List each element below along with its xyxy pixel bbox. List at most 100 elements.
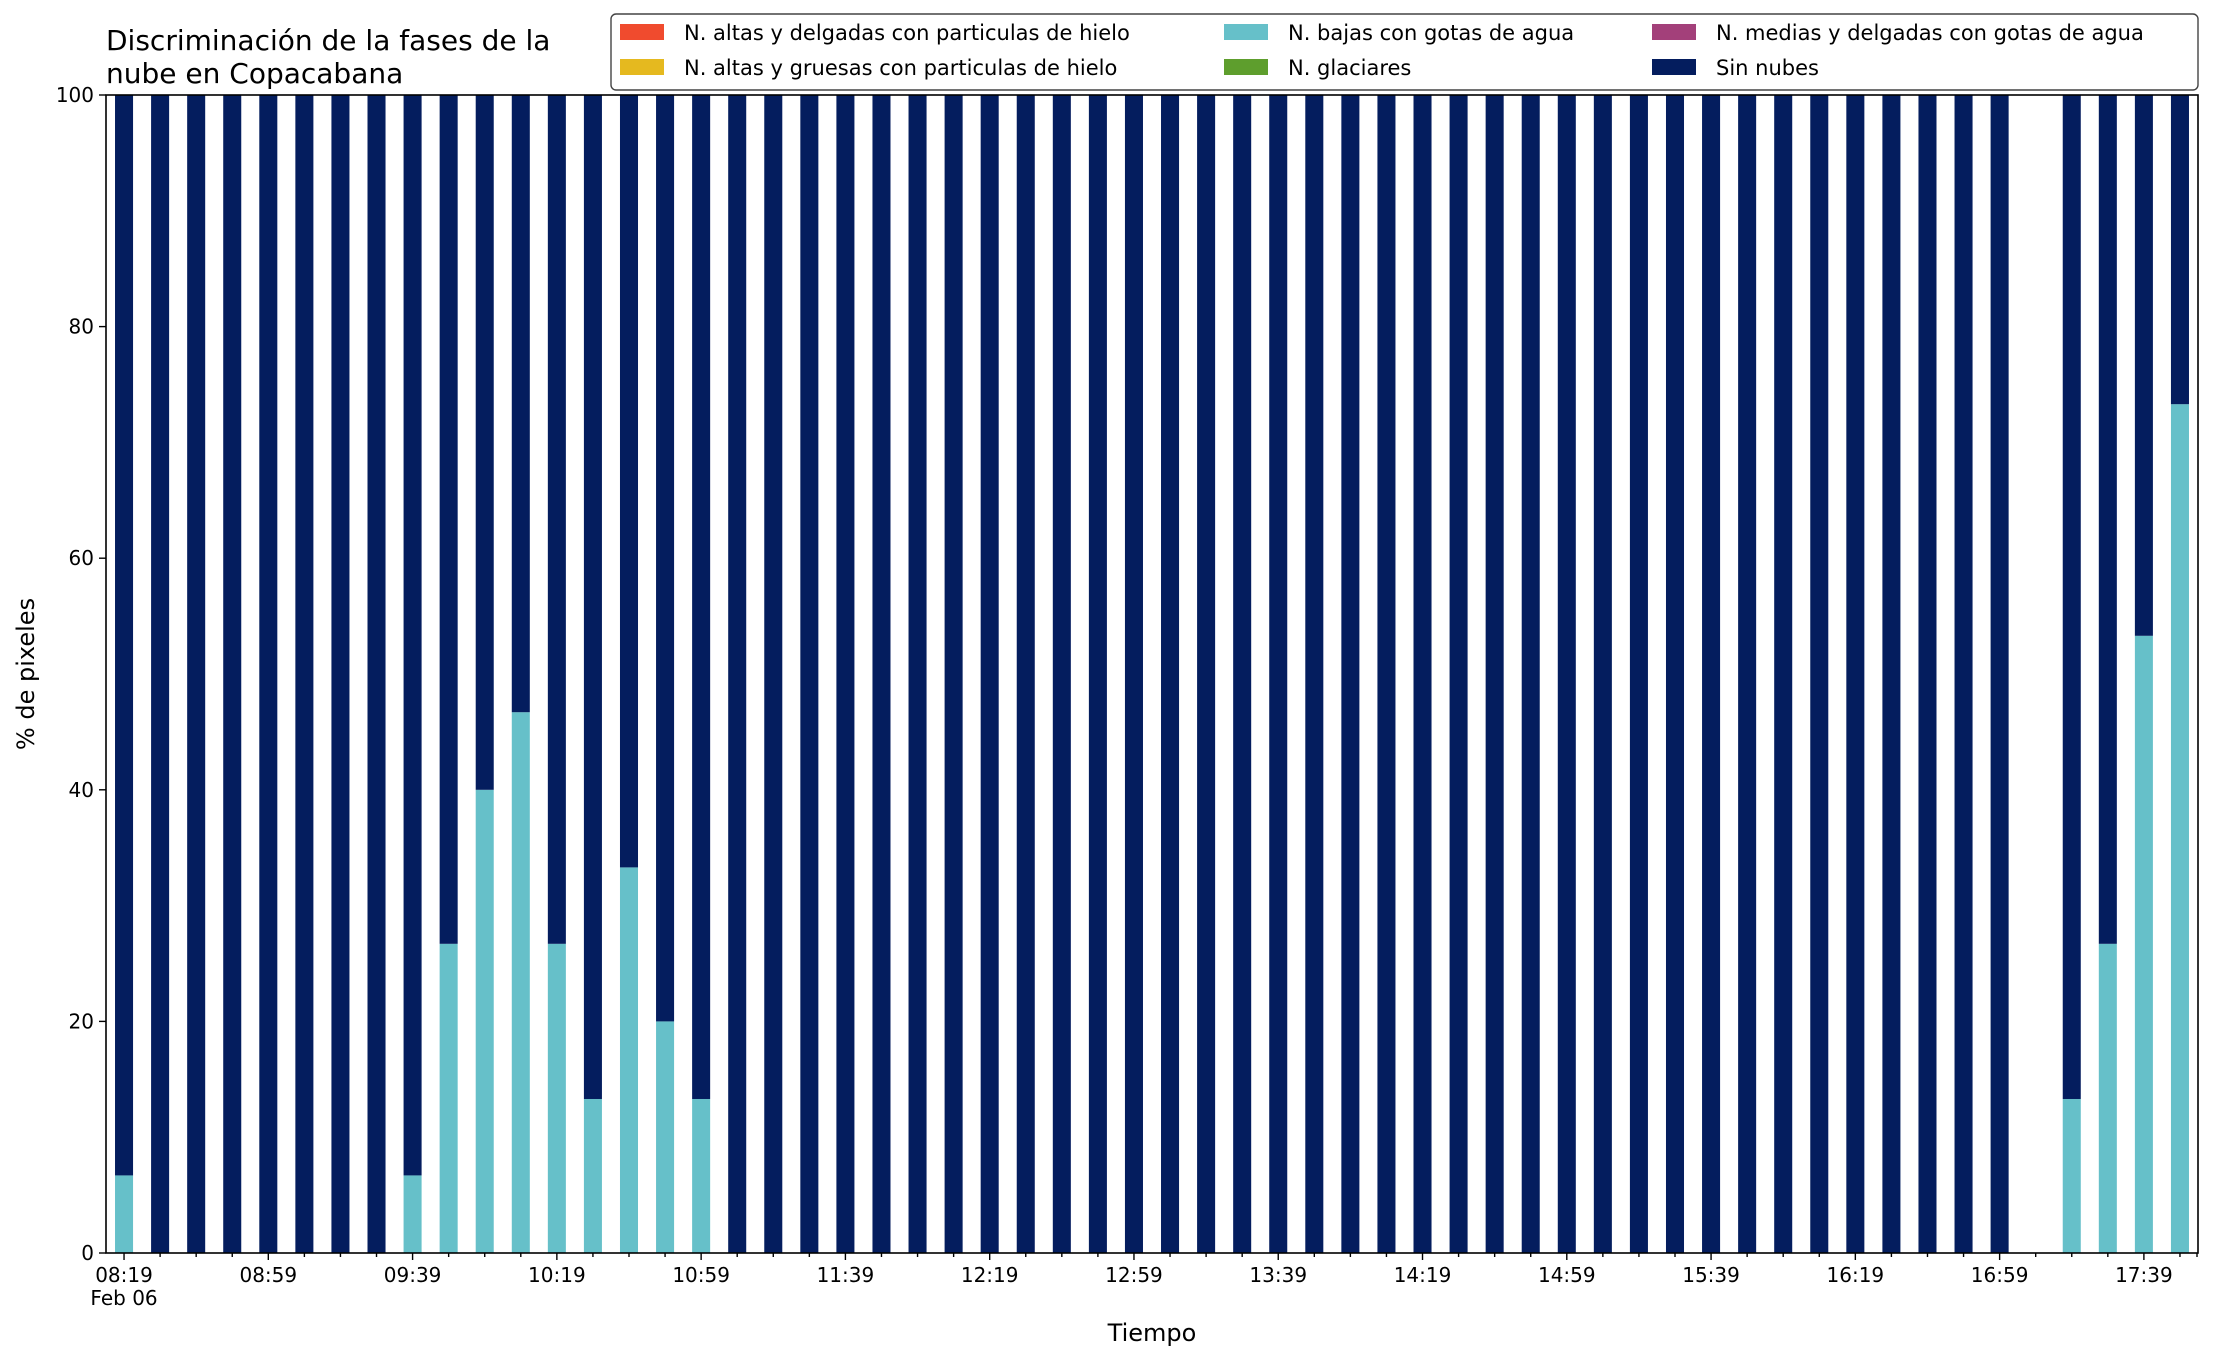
x-tick-label: 09:39 [384, 1263, 442, 1287]
bar-segment [115, 95, 134, 1176]
x-date-label: Feb 06 [90, 1286, 157, 1310]
bar-segment [547, 943, 566, 1253]
bar-segment [367, 95, 386, 1253]
y-tick-label: 20 [69, 1009, 94, 1033]
x-tick-label: 16:59 [1971, 1263, 2029, 1287]
x-tick-label: 10:59 [672, 1263, 730, 1287]
bar-segment [800, 95, 819, 1253]
plot-frame [105, 94, 2199, 1254]
bar-segment [1016, 95, 1035, 1253]
bar-segment [692, 95, 711, 1099]
bar-segment [2098, 95, 2117, 944]
bar-segment [2098, 943, 2117, 1253]
bar-segment [728, 95, 747, 1253]
legend-label: N. bajas con gotas de agua [1288, 21, 1574, 45]
bar-segment [1485, 95, 1504, 1253]
bar-segment [656, 1021, 675, 1253]
bar-segment [2062, 95, 2081, 1099]
bar-segment [223, 95, 242, 1253]
legend-box [610, 13, 2199, 91]
bar-segment [1052, 95, 1071, 1253]
bar-segment [1341, 95, 1360, 1253]
y-tick-label: 40 [69, 778, 94, 802]
bar-segment [1124, 95, 1143, 1253]
bar-segment [764, 95, 783, 1253]
legend-label: Sin nubes [1716, 56, 1819, 80]
bar-segment [115, 1175, 134, 1253]
bar-segment [656, 95, 675, 1022]
legend-swatch [1652, 59, 1696, 75]
bar-segment [1269, 95, 1288, 1253]
x-tick-label: 10:19 [528, 1263, 586, 1287]
bar-segment [2170, 404, 2189, 1253]
bar-segment [1882, 95, 1901, 1253]
bar-segment [836, 95, 855, 1253]
x-tick-label: 08:59 [239, 1263, 297, 1287]
bar-segment [511, 95, 530, 713]
bar-segment [1629, 95, 1648, 1253]
bar-segment [2134, 95, 2153, 636]
x-tick-label: 08:19 [95, 1263, 153, 1287]
bar-segment [1449, 95, 1468, 1253]
x-tick-label: 13:39 [1249, 1263, 1307, 1287]
bar-segment [583, 1098, 602, 1253]
legend-swatch [1652, 24, 1696, 40]
bar-segment [1774, 95, 1793, 1253]
y-tick-label: 100 [56, 83, 94, 107]
bar-segment [1233, 95, 1252, 1253]
x-tick-label: 14:19 [1394, 1263, 1452, 1287]
bar-segment [1846, 95, 1865, 1253]
bar-segment [583, 95, 602, 1099]
bar-segment [475, 95, 494, 790]
bar-segment [1738, 95, 1757, 1253]
bar-segment [403, 1175, 422, 1253]
bar-segment [1305, 95, 1324, 1253]
bar-segment [1088, 95, 1107, 1253]
x-tick-label: 15:39 [1682, 1263, 1740, 1287]
bar-segment [1557, 95, 1576, 1253]
chart-title-line: Discriminación de la fases de la [106, 24, 550, 57]
bar-segment [1521, 95, 1540, 1253]
bar-segment [1954, 95, 1973, 1253]
bar-segment [980, 95, 999, 1253]
bar-segment [187, 95, 206, 1253]
bar-segment [1377, 95, 1396, 1253]
bar-segment [1702, 95, 1721, 1253]
legend-swatch [1224, 24, 1268, 40]
bar-segment [1161, 95, 1180, 1253]
bar-segment [619, 867, 639, 1253]
x-tick-label: 17:39 [2115, 1263, 2173, 1287]
legend-label: N. glaciares [1288, 56, 1411, 80]
bar-segment [619, 95, 639, 868]
legend-label: N. altas y gruesas con particulas de hie… [684, 56, 1117, 80]
bar-segment [2062, 1098, 2081, 1253]
bar-segment [331, 95, 350, 1253]
bar-segment [2134, 635, 2153, 1253]
bar-segment [692, 1098, 711, 1253]
bar-segment [1413, 95, 1432, 1253]
bar-segment [1593, 95, 1612, 1253]
bar-segment [547, 95, 566, 944]
y-tick-label: 0 [81, 1241, 94, 1265]
bar-segment [403, 95, 422, 1176]
y-axis-title: % de pixeles [12, 598, 40, 750]
bar-segment [475, 789, 494, 1253]
bar-segment [1810, 95, 1829, 1253]
bar-segment [1665, 95, 1685, 1253]
bar-segment [151, 95, 170, 1253]
bar-segment [908, 95, 927, 1253]
x-tick-label: 14:59 [1538, 1263, 1596, 1287]
chart-title-line: nube en Copacabana [106, 57, 403, 90]
bar-segment [2170, 95, 2189, 405]
x-tick-label: 12:59 [1105, 1263, 1163, 1287]
bar-segment [439, 943, 458, 1253]
bar-segment [295, 95, 314, 1253]
legend-label: N. medias y delgadas con gotas de agua [1716, 21, 2144, 45]
bar-segment [1918, 95, 1937, 1253]
x-tick-label: 16:19 [1827, 1263, 1885, 1287]
bar-segment [511, 712, 530, 1253]
bar-segment [872, 95, 891, 1253]
y-tick-label: 80 [69, 315, 94, 339]
